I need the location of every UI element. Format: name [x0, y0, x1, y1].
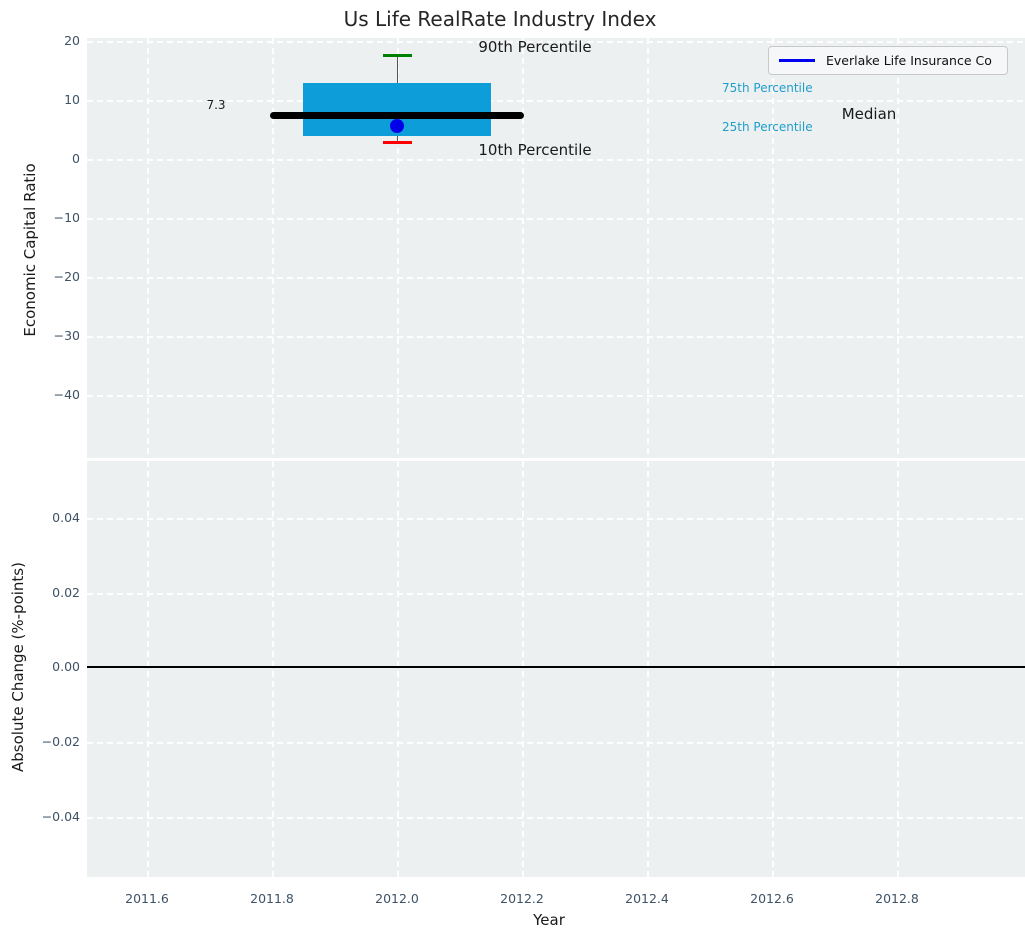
- gridline-v: [772, 461, 774, 877]
- ytick-label: −30: [53, 328, 80, 343]
- gridline-v: [647, 38, 649, 458]
- p90-label: 90th Percentile: [478, 38, 592, 56]
- chart-title: Us Life RealRate Industry Index: [343, 7, 657, 31]
- plot-area-top: 7.3 90th Percentile 10th Percentile 75th…: [87, 38, 1025, 458]
- gridline-v: [272, 461, 274, 877]
- gridline-v: [397, 38, 399, 458]
- x-axis-label: Year: [533, 911, 565, 929]
- ytick-label: 0.04: [52, 510, 80, 525]
- xtick-label: 2012.0: [375, 891, 419, 906]
- ytick-label: −40: [53, 387, 80, 402]
- gridline-h: [87, 817, 1025, 819]
- gridline-h: [87, 100, 1025, 102]
- legend: Everlake Life Insurance Co: [768, 46, 1008, 75]
- gridline-v: [147, 38, 149, 458]
- p10-label: 10th Percentile: [478, 141, 592, 159]
- gridline-v: [522, 38, 524, 458]
- gridline-v: [897, 461, 899, 877]
- ytick-label: −20: [53, 269, 80, 284]
- gridline-h: [87, 159, 1025, 161]
- legend-line-icon: [779, 59, 815, 62]
- median-line: [270, 112, 524, 119]
- p25-label: 25th Percentile: [722, 120, 813, 134]
- gridline-v: [272, 38, 274, 458]
- p75-label: 75th Percentile: [722, 81, 813, 95]
- median-label: Median: [841, 105, 897, 123]
- gridline-v: [147, 461, 149, 877]
- gridline-h: [87, 593, 1025, 595]
- gridline-v: [522, 461, 524, 877]
- y-axis-label-bottom: Absolute Change (%-points): [9, 562, 27, 772]
- xtick-label: 2012.6: [750, 891, 794, 906]
- xtick-label: 2012.2: [500, 891, 544, 906]
- gridline-h: [87, 742, 1025, 744]
- y-axis-label-top: Economic Capital Ratio: [21, 163, 39, 337]
- ytick-label: 10: [64, 92, 80, 107]
- whisker-cap-90th: [383, 54, 412, 57]
- gridline-h: [87, 41, 1025, 43]
- ytick-label: −0.04: [41, 809, 80, 824]
- xtick-label: 2012.4: [625, 891, 669, 906]
- ytick-label: 0.02: [52, 585, 80, 600]
- gridline-h: [87, 336, 1025, 338]
- xtick-label: 2011.8: [250, 891, 294, 906]
- gridline-h: [87, 518, 1025, 520]
- legend-label: Everlake Life Insurance Co: [826, 53, 992, 68]
- ytick-label: 0.00: [52, 659, 80, 674]
- gridline-v: [397, 461, 399, 877]
- gridline-h: [87, 218, 1025, 220]
- gridline-h: [87, 277, 1025, 279]
- gridline-v: [897, 38, 899, 458]
- ytick-label: −10: [53, 210, 80, 225]
- ytick-label: 0: [72, 151, 80, 166]
- zero-line: [87, 666, 1025, 668]
- gridline-v: [772, 38, 774, 458]
- xtick-label: 2011.6: [125, 891, 169, 906]
- company-marker-dot: [390, 119, 404, 133]
- gridline-h: [87, 395, 1025, 397]
- plot-area-bottom: [87, 461, 1025, 877]
- xtick-label: 2012.8: [875, 891, 919, 906]
- ytick-label: −0.02: [41, 734, 80, 749]
- ytick-label: 20: [64, 33, 80, 48]
- gridline-v: [647, 461, 649, 877]
- whisker-cap-10th: [383, 141, 412, 144]
- median-value-label: 7.3: [206, 98, 226, 112]
